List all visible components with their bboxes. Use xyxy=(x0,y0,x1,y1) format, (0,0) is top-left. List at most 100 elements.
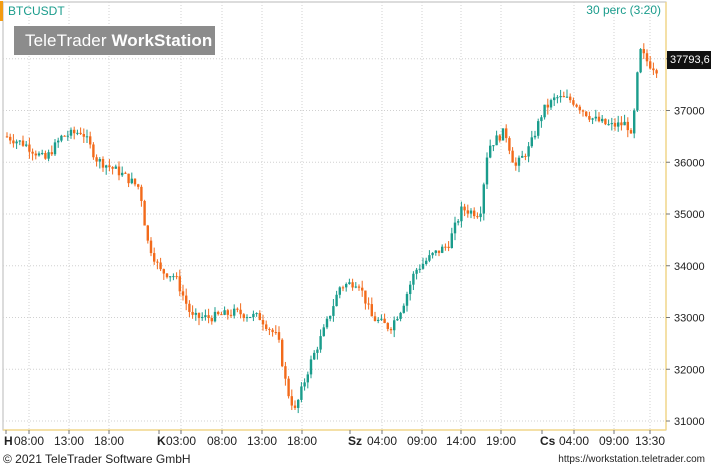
candle-up xyxy=(565,96,569,98)
x-tick-label: H xyxy=(4,434,13,448)
candle-down xyxy=(476,216,479,218)
candle-up xyxy=(204,315,207,317)
x-tick-label: 08:00 xyxy=(14,434,44,448)
candle-down xyxy=(191,311,194,315)
candle-up xyxy=(639,49,642,73)
candle-up xyxy=(556,97,559,99)
candle-up xyxy=(37,153,41,156)
candle-down xyxy=(473,210,476,217)
candle-up xyxy=(594,116,597,119)
candle-up xyxy=(249,317,252,319)
candle-up xyxy=(469,210,473,214)
y-tick-label: 34000 xyxy=(674,261,705,273)
candle-down xyxy=(466,210,469,214)
candle-down xyxy=(197,312,201,319)
candle-down xyxy=(351,282,354,288)
candle-down xyxy=(281,339,284,367)
candle-down xyxy=(89,136,92,145)
candle-down xyxy=(149,240,153,254)
candle-up xyxy=(489,145,492,158)
x-tick-label: 14:00 xyxy=(446,434,476,448)
candle-up xyxy=(553,97,556,101)
candle-up xyxy=(479,213,482,218)
symbol-box[interactable]: BTCUSDT xyxy=(0,1,73,21)
candle-up xyxy=(377,319,380,321)
candle-down xyxy=(508,138,511,151)
candle-down xyxy=(220,314,223,316)
candle-down xyxy=(239,309,242,315)
candle-down xyxy=(367,303,370,305)
candle-down xyxy=(124,172,127,174)
candle-up xyxy=(453,222,457,234)
candle-down xyxy=(236,308,239,310)
candle-down xyxy=(265,324,268,330)
candle-up xyxy=(396,318,399,321)
candle-up xyxy=(457,221,460,223)
candle-down xyxy=(226,310,229,315)
candle-up xyxy=(492,145,495,147)
candle-up xyxy=(338,287,341,295)
candle-up xyxy=(543,104,546,118)
candle-up xyxy=(354,286,357,288)
y-tick-label: 37000 xyxy=(674,106,705,118)
candle-up xyxy=(393,320,396,331)
candle-up xyxy=(617,122,620,127)
candle-up xyxy=(53,142,57,155)
candle-down xyxy=(364,290,367,304)
candle-up xyxy=(485,157,489,185)
candle-up xyxy=(245,317,249,319)
candle-down xyxy=(524,155,527,157)
candle-down xyxy=(79,132,82,135)
footer-url[interactable]: https://workstation.teletrader.com xyxy=(558,454,705,465)
candle-up xyxy=(329,315,332,319)
candle-down xyxy=(92,144,95,158)
candle-up xyxy=(591,118,594,120)
candle-down xyxy=(357,286,361,288)
candle-down xyxy=(207,315,210,319)
candle-down xyxy=(284,366,287,379)
candle-up xyxy=(431,252,434,256)
candle-up xyxy=(425,260,428,264)
candle-up xyxy=(69,129,73,136)
candle-up xyxy=(521,155,524,158)
candle-down xyxy=(268,329,271,331)
candle-up xyxy=(60,135,63,141)
candle-up xyxy=(121,172,124,176)
x-tick-label: 03:00 xyxy=(166,434,196,448)
candle-down xyxy=(620,122,623,126)
plot-frame xyxy=(2,1,667,431)
candle-down xyxy=(370,304,373,317)
candle-down xyxy=(597,116,601,122)
copyright-text: © 2021 TeleTrader Software GmbH xyxy=(3,452,191,466)
candle-up xyxy=(201,316,204,319)
candle-up xyxy=(399,312,402,319)
candle-down xyxy=(383,318,386,324)
candle-up xyxy=(428,255,431,261)
candle-up xyxy=(495,135,498,146)
candle-up xyxy=(252,313,255,318)
period-label[interactable]: 30 perc (3:20) xyxy=(586,3,661,17)
candle-up xyxy=(57,140,60,143)
candle-up xyxy=(434,250,437,253)
candle-up xyxy=(633,110,636,134)
candle-down xyxy=(153,253,156,262)
candle-down xyxy=(649,61,652,69)
candle-up xyxy=(409,284,412,295)
candle-down xyxy=(34,153,37,156)
x-tick-label: 13:30 xyxy=(635,434,665,448)
candle-up xyxy=(130,178,133,184)
x-tick-label: 04:00 xyxy=(559,434,589,448)
candle-down xyxy=(9,136,12,141)
candle-down xyxy=(185,295,188,304)
x-tick-label: 13:00 xyxy=(54,434,84,448)
logo-product: WorkStation xyxy=(111,31,213,50)
logo-brand: TeleTrader xyxy=(25,31,107,50)
candle-up xyxy=(405,294,409,306)
candle-up xyxy=(345,284,348,288)
candle-up xyxy=(316,349,319,353)
candle-up xyxy=(610,123,613,125)
candle-up xyxy=(482,184,485,214)
candle-down xyxy=(217,311,220,315)
candle-up xyxy=(105,165,108,168)
